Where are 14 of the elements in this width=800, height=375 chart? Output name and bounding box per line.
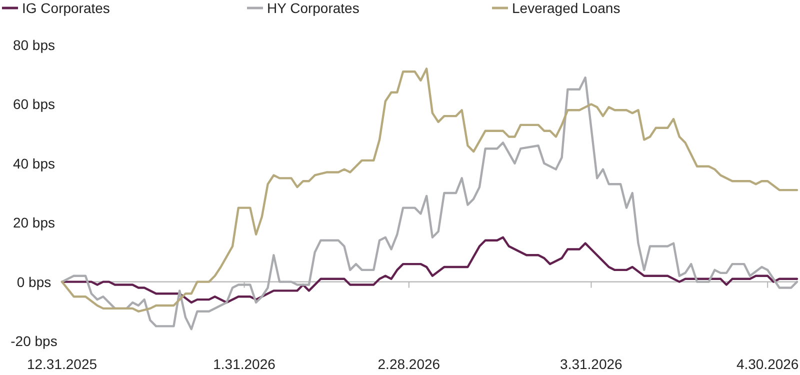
y-tick-label: 20 bps — [12, 214, 56, 231]
legend-label: Leveraged Loans — [512, 0, 620, 16]
y-tick-label: -20 bps — [10, 333, 58, 349]
x-tick-label: 1.31.2026 — [213, 356, 276, 372]
x-tick-label: 4.30.2026 — [736, 356, 799, 372]
x-tick-label: 12.31.2025 — [26, 356, 98, 372]
x-tick-label: 2.28.2026 — [378, 356, 440, 372]
legend-label: IG Corporates — [22, 0, 110, 16]
y-tick-label: 60 bps — [12, 96, 56, 112]
legend-label: HY Corporates — [267, 0, 360, 16]
y-tick-label: 0 bps — [16, 274, 52, 290]
x-tick-label: 3.31.2026 — [560, 356, 623, 372]
y-tick-label: 40 bps — [12, 155, 56, 172]
y-tick-label: 80 bps — [12, 37, 56, 53]
